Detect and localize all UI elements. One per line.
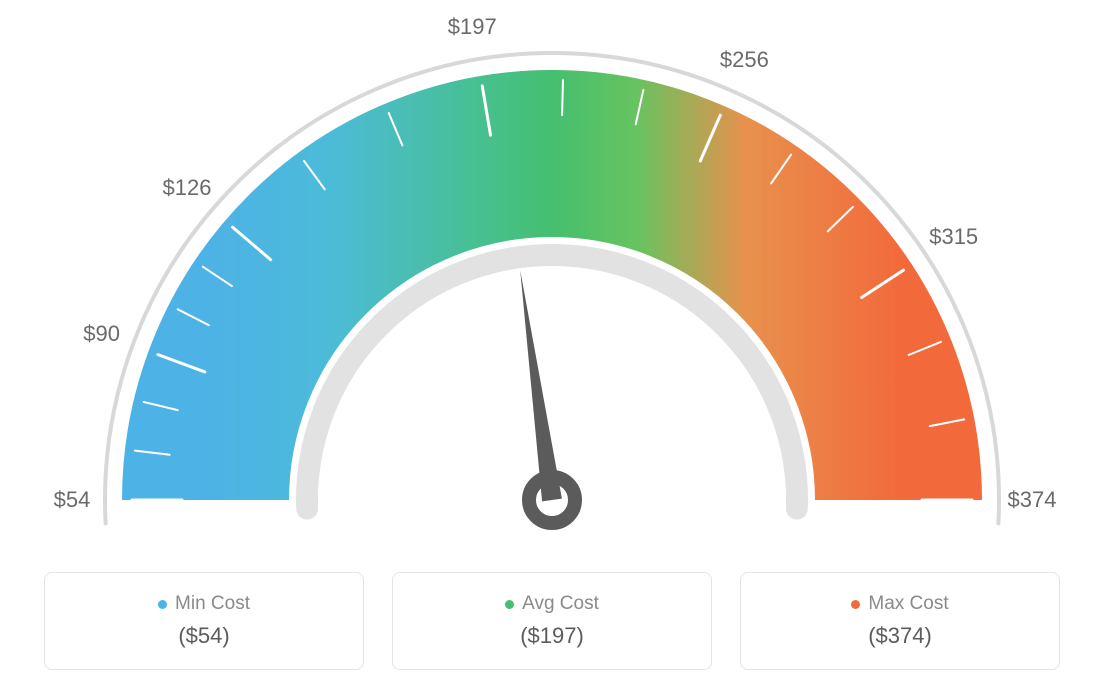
legend-dot-avg: [505, 600, 514, 609]
gauge-tick-label: $54: [54, 487, 91, 513]
legend-label-min: Min Cost: [175, 593, 250, 615]
legend-label-avg: Avg Cost: [522, 593, 599, 615]
legend-dot-max: [851, 600, 860, 609]
legend-value-avg: ($197): [520, 623, 584, 649]
legend-top: Max Cost: [851, 593, 948, 615]
gauge-svg: [0, 0, 1104, 560]
gauge-tick-label: $197: [448, 14, 497, 40]
legend-value-max: ($374): [868, 623, 932, 649]
gauge-tick-label: $315: [929, 224, 978, 250]
legend-card-avg: Avg Cost ($197): [392, 572, 712, 670]
gauge-tick-label: $256: [720, 47, 769, 73]
legend: Min Cost ($54) Avg Cost ($197) Max Cost …: [0, 572, 1104, 670]
legend-top: Min Cost: [158, 593, 250, 615]
legend-top: Avg Cost: [505, 593, 599, 615]
legend-label-max: Max Cost: [868, 593, 948, 615]
gauge-tick-label: $90: [83, 321, 120, 347]
legend-card-max: Max Cost ($374): [740, 572, 1060, 670]
legend-card-min: Min Cost ($54): [44, 572, 364, 670]
gauge-tick-label: $374: [1008, 487, 1057, 513]
legend-value-min: ($54): [178, 623, 229, 649]
gauge-tick-label: $126: [163, 175, 212, 201]
gauge-chart: $54 $90 $126 $197 $256 $315 $374: [0, 0, 1104, 560]
legend-dot-min: [158, 600, 167, 609]
